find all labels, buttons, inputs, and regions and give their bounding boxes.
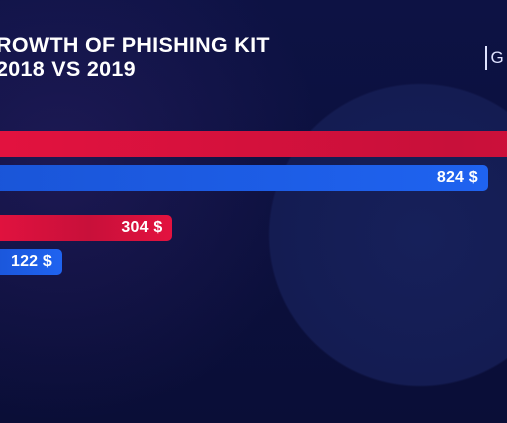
bar-value-label: 824 $ [436,169,478,186]
chart-title: ROWTH OF PHISHING KIT 2018 VS 2019 [0,33,270,81]
logo-letter: G [490,48,504,67]
chart-title-line-1: ROWTH OF PHISHING KIT [0,33,270,57]
bar-group-2-2019: 122 $ [0,249,63,275]
bar-value-label: 122 $ [10,253,53,270]
logo-divider [485,46,487,70]
bar-group-1-2018 [0,131,507,157]
bar-group-1-2019: 824 $ [0,165,488,191]
bar-value-label: 304 $ [121,219,163,236]
brand-logo: G [485,46,504,70]
chart-title-line-2: 2018 VS 2019 [0,57,136,81]
bar-group-2-2018: 304 $ [0,215,173,241]
